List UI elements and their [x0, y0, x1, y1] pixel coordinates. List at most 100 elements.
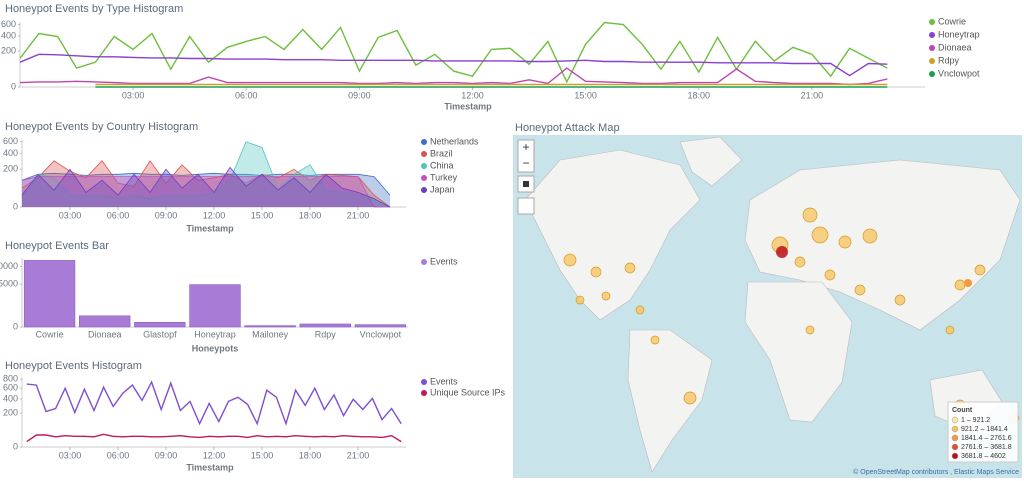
legend-swatch[interactable] [421, 139, 427, 145]
bubble [805, 325, 815, 335]
bar [299, 323, 351, 328]
legend-swatch[interactable] [929, 71, 935, 77]
x-axis-title: Honeypots [192, 343, 239, 353]
legend-swatch [951, 425, 959, 433]
area-edge [21, 141, 391, 208]
legend-label: 1 – 921.2 [961, 417, 990, 424]
x-tick-label: 03:00 [59, 210, 82, 220]
chart-panel: Honeypot Events Bar 0 5000 10000 Honeypots Ev… [0, 240, 458, 353]
bubble [862, 228, 878, 244]
line [19, 67, 888, 86]
legend-swatch[interactable] [421, 187, 427, 193]
chart-panel: Honeypot Events by Type Histogram 0 200 400… [1, 3, 980, 111]
zoom-out[interactable]: − [522, 156, 529, 170]
legend-label[interactable]: Honeytrap [938, 29, 980, 39]
y-tick-label: 400 [1, 30, 16, 40]
area-fill [22, 167, 390, 207]
bubble [624, 262, 636, 274]
area-edge [21, 166, 391, 208]
y-tick-label: 600 [3, 383, 18, 393]
x-tick-label: 06:00 [107, 210, 130, 220]
legend-label[interactable]: Events [430, 256, 458, 266]
legend-swatch[interactable] [421, 151, 427, 157]
bar [189, 284, 241, 328]
south-america [627, 329, 713, 473]
chart-panel: Honeypot Events by Country Histogram 0 200… [3, 121, 479, 233]
legend-title: Count [952, 407, 973, 414]
y-tick-label: 200 [1, 45, 16, 55]
x-tick-label: 03:00 [122, 90, 145, 100]
map-controls[interactable]: + − [517, 139, 535, 215]
y-tick-label: 800 [3, 373, 18, 383]
legend-swatch[interactable] [929, 19, 935, 25]
legend-label[interactable]: Cowrie [938, 16, 966, 26]
bubble [683, 391, 697, 405]
legend-swatch[interactable] [421, 259, 427, 265]
line [26, 433, 402, 443]
x-tick-label: Rdpy [315, 329, 337, 339]
x-tick-label: 03:00 [59, 450, 82, 460]
legend-label[interactable]: Events [430, 376, 458, 386]
y-tick-label: 200 [3, 407, 18, 417]
legend-label[interactable]: Unique Source IPs [430, 387, 506, 397]
eurasia [744, 159, 1021, 331]
legend-swatch[interactable] [929, 58, 935, 64]
x-tick-label: 12:00 [203, 450, 226, 460]
legend-label[interactable]: China [430, 160, 454, 170]
x-tick-label: 12:00 [461, 90, 484, 100]
y-tick-label: 0 [13, 321, 18, 331]
legend-swatch [951, 416, 959, 424]
legend-label: 3681.8 – 4602 [961, 453, 1006, 460]
x-tick-label: 06:00 [235, 90, 258, 100]
map-bubbles [563, 207, 1020, 424]
area-fill [22, 176, 390, 207]
legend-label[interactable]: Rdpy [938, 55, 960, 65]
x-tick-label: 21:00 [347, 210, 370, 220]
zoom-control[interactable] [517, 139, 535, 173]
legend-label[interactable]: Netherlands [430, 136, 479, 146]
zoom-in[interactable]: + [522, 140, 529, 154]
x-tick-label: Honeytrap [194, 329, 236, 339]
legend-swatch[interactable] [421, 175, 427, 181]
attribution: © OpenStreetMap contributors , Elastic M… [853, 468, 1019, 476]
area-fill [22, 141, 390, 207]
x-tick-label: 21:00 [801, 90, 824, 100]
x-tick-label: 15:00 [574, 90, 597, 100]
legend-label[interactable]: Turkey [430, 172, 458, 182]
x-tick-label: 09:00 [155, 210, 178, 220]
x-axis-title: Timestamp [186, 462, 234, 472]
fit-control[interactable] [517, 197, 535, 215]
legend-box [947, 401, 1019, 463]
x-axis-title: Timestamp [186, 223, 234, 233]
map-legend: Count 1 – 921.2 921.2 – 1841.4 1841.4 – 27… [947, 401, 1019, 463]
legend-swatch[interactable] [929, 32, 935, 38]
y-tick-label: 200 [3, 164, 18, 174]
legend-label[interactable]: Dionaea [938, 42, 972, 52]
draw-icon [523, 181, 529, 187]
bubble [635, 305, 645, 315]
bubble [802, 207, 818, 223]
line [19, 53, 888, 77]
legend-swatch[interactable] [421, 390, 427, 396]
bubble [954, 279, 966, 291]
bubble [563, 253, 577, 267]
y-tick-label: 600 [3, 136, 18, 146]
y-tick-label: 0 [11, 81, 16, 91]
legend-swatch[interactable] [421, 379, 427, 385]
greenland [679, 136, 743, 187]
x-tick-label: 18:00 [299, 210, 322, 220]
map-panel: Honeypot Attack Map + [513, 122, 1022, 478]
legend-label[interactable]: Brazil [430, 148, 453, 158]
x-tick-label: 09:00 [155, 450, 178, 460]
bubble [811, 226, 829, 244]
chart-title: Honeypot Events by Country Histogram [5, 121, 198, 133]
x-tick-label: Vnclowpot [360, 329, 402, 339]
legend-label[interactable]: Japan [430, 184, 455, 194]
map-title: Honeypot Attack Map [515, 122, 620, 134]
x-tick-label: 15:00 [251, 450, 274, 460]
legend-swatch[interactable] [421, 163, 427, 169]
legend-label[interactable]: Vnclowpot [938, 68, 980, 78]
legend-swatch[interactable] [929, 45, 935, 51]
africa [744, 281, 853, 423]
bubble [854, 284, 866, 296]
